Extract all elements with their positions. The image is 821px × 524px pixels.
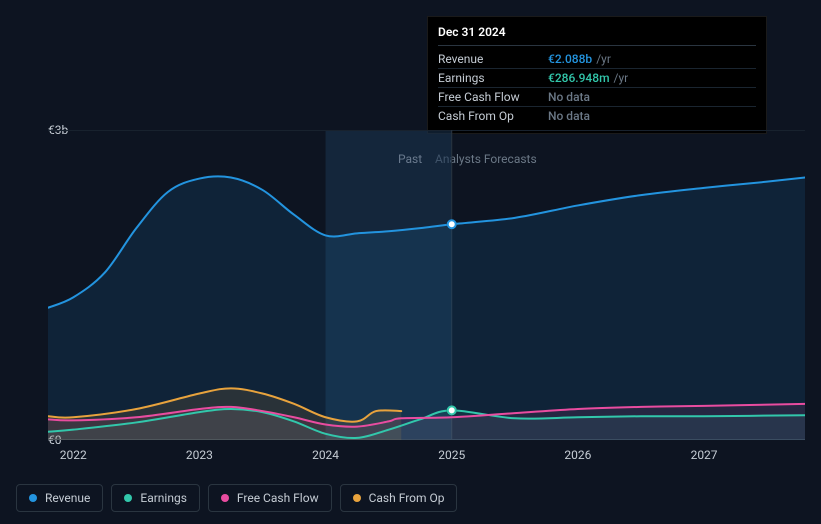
legend: Revenue Earnings Free Cash Flow Cash From O… — [16, 484, 457, 512]
x-axis-tick: 2026 — [564, 448, 591, 462]
tooltip-row-label: Free Cash Flow — [438, 90, 548, 104]
tooltip-row-label: Earnings — [438, 71, 548, 85]
legend-item-revenue[interactable]: Revenue — [16, 484, 103, 512]
plot-area[interactable] — [48, 130, 805, 440]
x-axis-tick: 2024 — [312, 448, 339, 462]
tooltip-row-value: No data — [548, 90, 590, 104]
x-axis-tick: 2025 — [438, 448, 465, 462]
legend-item-fcf[interactable]: Free Cash Flow — [208, 484, 332, 512]
tooltip-row-unit: /yr — [614, 71, 629, 85]
tooltip-row-unit: /yr — [596, 52, 611, 66]
legend-item-label: Revenue — [45, 491, 90, 505]
legend-item-label: Cash From Op — [369, 491, 445, 505]
legend-item-label: Earnings — [140, 491, 187, 505]
x-axis-tick: 2023 — [186, 448, 213, 462]
legend-dot-icon — [29, 494, 37, 502]
tooltip-row-value: No data — [548, 109, 590, 123]
legend-item-cfo[interactable]: Cash From Op — [340, 484, 458, 512]
x-axis-tick: 2022 — [60, 448, 87, 462]
tooltip-row: Free Cash FlowNo data — [438, 88, 756, 107]
legend-dot-icon — [124, 494, 132, 502]
legend-item-label: Free Cash Flow — [237, 491, 319, 505]
datapoint-tooltip: Dec 31 2024 Revenue€2.088b/yrEarnings€28… — [427, 16, 767, 134]
tooltip-row: Cash From OpNo data — [438, 107, 756, 125]
legend-dot-icon — [353, 494, 361, 502]
tooltip-row-value: €2.088b — [548, 52, 592, 66]
x-axis-tick: 2027 — [691, 448, 718, 462]
legend-dot-icon — [221, 494, 229, 502]
tooltip-date: Dec 31 2024 — [438, 25, 756, 46]
tooltip-row-value: €286.948m — [548, 71, 610, 85]
tooltip-row: Revenue€2.088b/yr — [438, 50, 756, 69]
tooltip-row: Earnings€286.948m/yr — [438, 69, 756, 88]
legend-item-earnings[interactable]: Earnings — [111, 484, 200, 512]
tooltip-row-label: Revenue — [438, 52, 548, 66]
tooltip-row-label: Cash From Op — [438, 109, 548, 123]
x-axis: 2022 2023 2024 2025 2026 2027 — [48, 448, 805, 468]
chart: €3b €0 — [16, 130, 805, 440]
